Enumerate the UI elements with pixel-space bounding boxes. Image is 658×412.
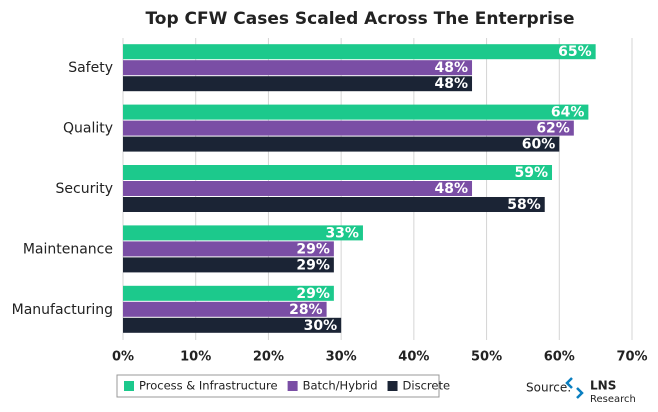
y-tick-label: Manufacturing [12, 302, 113, 318]
legend-label: Process & Infrastructure [139, 379, 278, 393]
logo-icon [565, 377, 584, 399]
source-label: Source: [526, 381, 571, 395]
value-label: 59% [514, 165, 548, 181]
value-label: 29% [296, 241, 330, 257]
x-tick-label: 20% [253, 350, 284, 365]
bar [123, 225, 363, 241]
bar [123, 285, 334, 301]
value-label: 48% [435, 76, 469, 92]
value-label: 33% [325, 225, 359, 241]
legend-label: Discrete [403, 379, 451, 393]
bar [123, 76, 473, 92]
x-tick-label: 50% [471, 350, 502, 365]
x-tick-label: 60% [544, 350, 575, 365]
bar [123, 165, 553, 180]
x-tick-label: 70% [616, 350, 647, 365]
x-tick-label: 40% [398, 350, 429, 365]
bar [123, 104, 589, 120]
bar [123, 197, 545, 212]
x-tick-label: 10% [180, 350, 211, 365]
bar [123, 241, 334, 257]
x-tick-label: 0% [112, 350, 134, 365]
value-label: 60% [522, 137, 556, 153]
x-tick-label: 30% [326, 350, 357, 365]
bar [123, 257, 334, 273]
bar [123, 317, 342, 333]
value-label: 58% [507, 197, 541, 213]
y-tick-label: Security [56, 181, 114, 197]
logo-text: LNS [590, 379, 616, 393]
value-label: 29% [296, 286, 330, 302]
value-label: 48% [435, 181, 469, 197]
value-label: 65% [558, 44, 592, 60]
logo-sub: Research [590, 394, 636, 405]
bar [123, 44, 596, 60]
legend-box [116, 374, 440, 398]
legend-swatch [124, 381, 134, 391]
value-label: 64% [551, 105, 585, 121]
legend-label: Batch/Hybrid [303, 379, 378, 393]
y-tick-label: Maintenance [23, 241, 113, 257]
bar [123, 301, 327, 317]
value-label: 29% [296, 257, 330, 273]
bar [123, 60, 473, 76]
bar [123, 181, 473, 196]
y-tick-label: Quality [63, 121, 113, 137]
chart-title: Top CFW Cases Scaled Across The Enterpri… [145, 9, 574, 29]
legend-swatch [387, 381, 398, 391]
value-label: 48% [435, 60, 469, 76]
bar [123, 136, 560, 152]
value-label: 28% [289, 302, 323, 318]
value-label: 30% [304, 318, 338, 334]
value-label: 62% [536, 121, 570, 137]
bar [123, 120, 574, 136]
y-tick-label: Safety [68, 60, 113, 76]
legend-swatch [287, 381, 298, 391]
